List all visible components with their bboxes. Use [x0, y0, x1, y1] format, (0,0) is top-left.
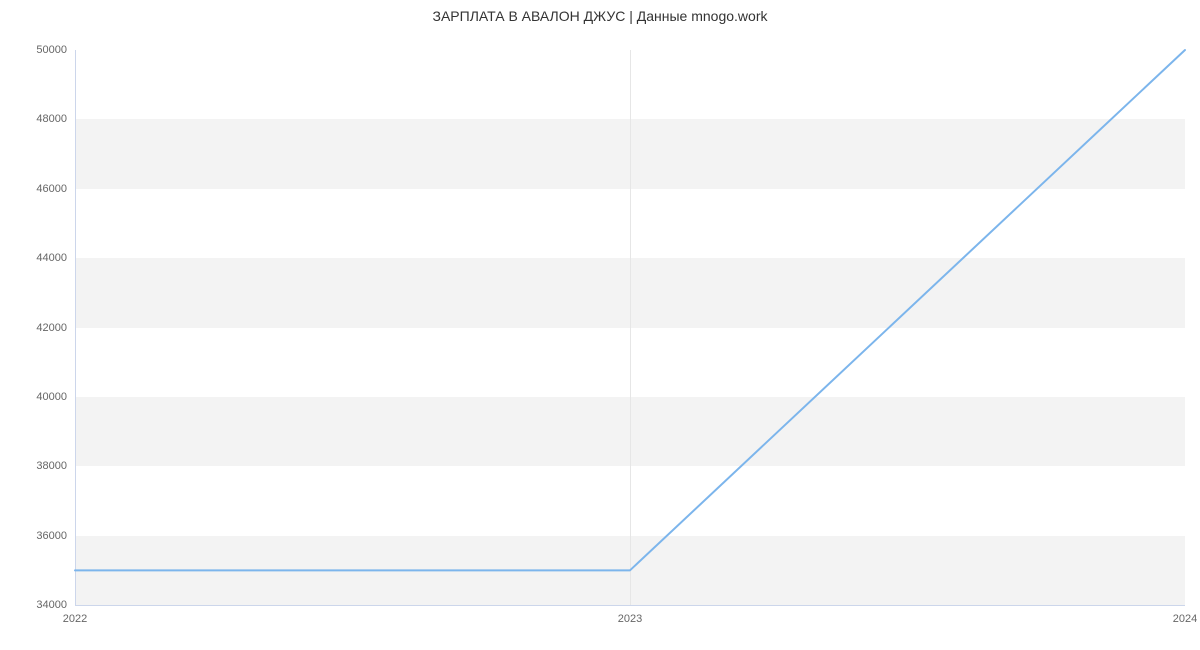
plot-area: 3400036000380004000042000440004600048000… [75, 50, 1185, 605]
y-tick-label: 42000 [36, 322, 75, 334]
y-tick-label: 44000 [36, 252, 75, 264]
y-tick-label: 40000 [36, 391, 75, 403]
salary-line-chart: ЗАРПЛАТА В АВАЛОН ДЖУС | Данные mnogo.wo… [0, 0, 1200, 650]
y-tick-label: 46000 [36, 183, 75, 195]
y-tick-label: 38000 [36, 460, 75, 472]
chart-title: ЗАРПЛАТА В АВАЛОН ДЖУС | Данные mnogo.wo… [0, 8, 1200, 24]
series-line [75, 50, 1185, 605]
x-tick-label: 2024 [1173, 605, 1197, 625]
y-tick-label: 36000 [36, 530, 75, 542]
y-tick-label: 48000 [36, 113, 75, 125]
x-tick-label: 2022 [63, 605, 87, 625]
y-tick-label: 50000 [36, 44, 75, 56]
x-tick-label: 2023 [618, 605, 642, 625]
